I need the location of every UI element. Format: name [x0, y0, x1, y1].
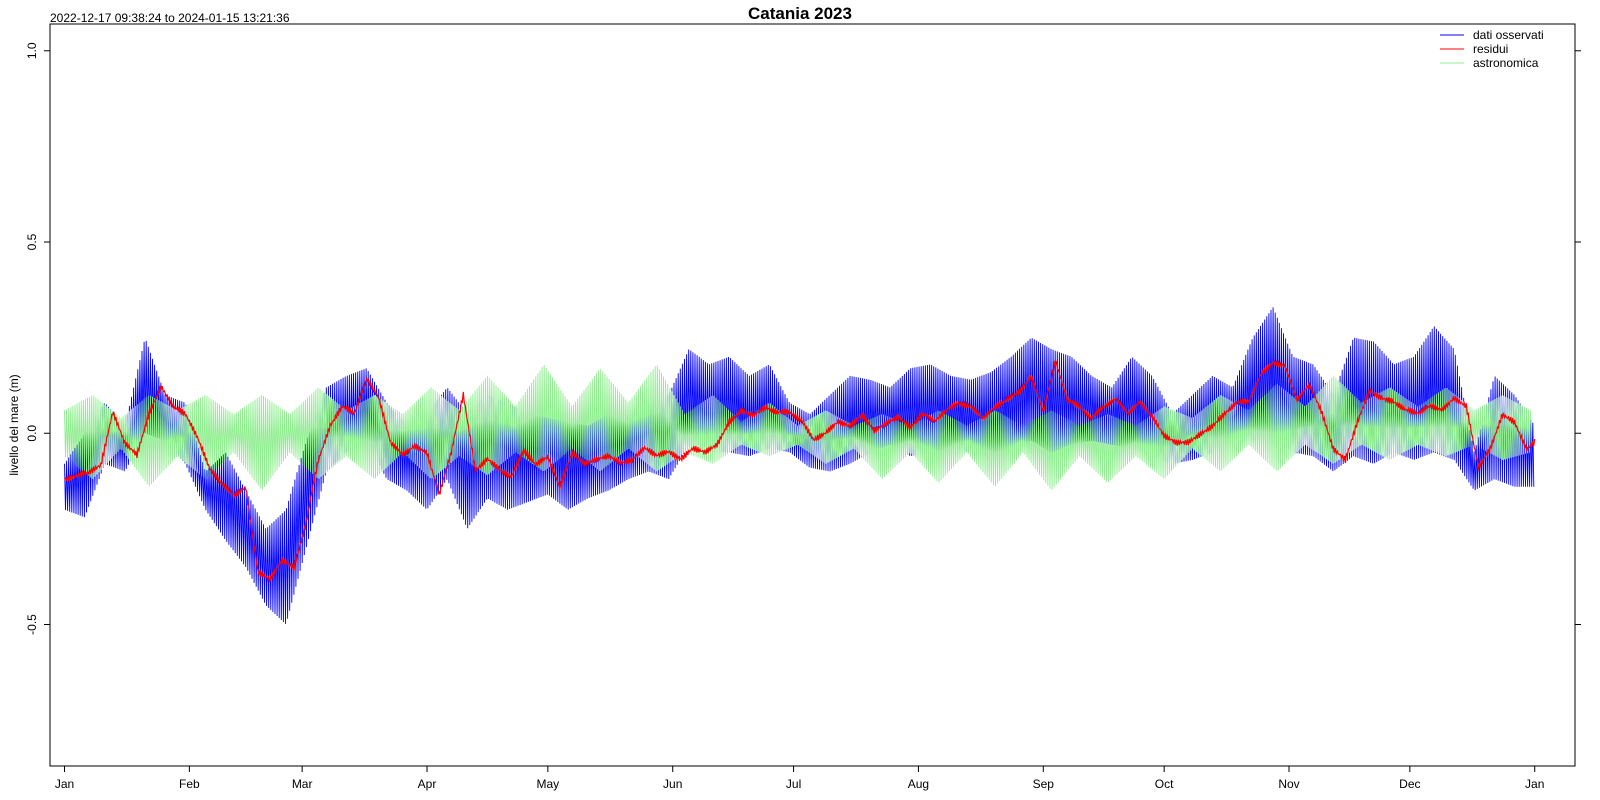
- y-axis-right: [1575, 50, 1581, 625]
- x-tick-label: Dec: [1399, 777, 1420, 791]
- date-range-label: 2022-12-17 09:38:24 to 2024-01-15 13:21:…: [50, 11, 290, 25]
- y-tick-label: 0.5: [25, 233, 39, 250]
- series-dati-osservati: [64, 307, 1535, 624]
- legend-label: astronomica: [1473, 56, 1539, 70]
- legend-label: dati osservati: [1473, 28, 1544, 42]
- series-residui: [64, 359, 1536, 583]
- x-tick-label: Sep: [1033, 777, 1055, 791]
- plot-frame: [49, 23, 1576, 767]
- x-tick-label: Jan: [1525, 777, 1544, 791]
- x-tick-label: Mar: [292, 777, 313, 791]
- series-astronomica: [64, 364, 1532, 490]
- x-tick-label: Feb: [179, 777, 200, 791]
- y-axis-label: livello del mare (m): [7, 374, 21, 475]
- y-tick-label: -0.5: [25, 614, 39, 635]
- x-tick-label: Jan: [55, 777, 74, 791]
- plot-area: [49, 23, 1576, 767]
- x-axis: Jan Feb Mar Apr May Jun Jul Aug Sep Oct Nov Dec Jan: [55, 766, 1544, 791]
- x-tick-label: Jun: [663, 777, 682, 791]
- x-tick-label: Aug: [908, 777, 929, 791]
- x-tick-label: Apr: [418, 777, 437, 791]
- legend-label: residui: [1473, 42, 1508, 56]
- y-tick-label: 0.0: [25, 425, 39, 442]
- y-axis: -0.5 0.0 0.5 1.0: [25, 42, 50, 635]
- y-tick-label: 1.0: [25, 42, 39, 59]
- chart-title: Catania 2023: [748, 4, 852, 23]
- series-layer: [64, 307, 1536, 624]
- x-tick-label: Jul: [786, 777, 801, 791]
- x-tick-label: Oct: [1155, 777, 1174, 791]
- x-tick-label: May: [537, 777, 560, 791]
- x-tick-label: Nov: [1278, 777, 1299, 791]
